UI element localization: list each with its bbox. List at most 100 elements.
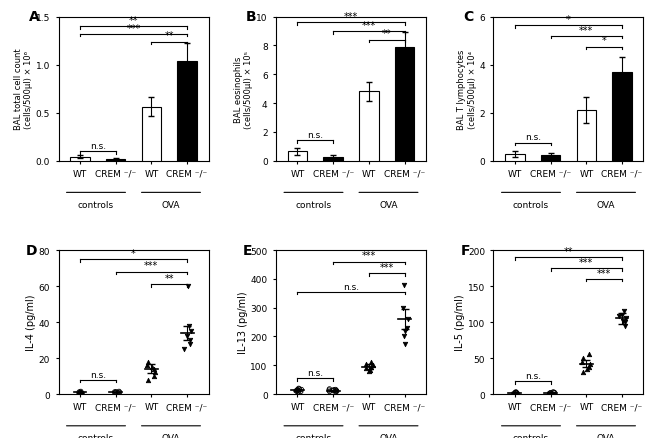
Point	[366, 359, 376, 366]
Bar	[612, 73, 632, 161]
Point	[296, 388, 306, 395]
Point	[619, 308, 630, 315]
Point	[75, 389, 86, 396]
Point	[292, 387, 302, 394]
Text: **: **	[382, 29, 391, 39]
Text: controls: controls	[296, 433, 332, 438]
Point	[621, 315, 631, 322]
Point	[400, 328, 410, 335]
Text: E: E	[243, 243, 252, 257]
Bar	[287, 152, 307, 161]
Y-axis label: BAL total cell count
(cells/500μl) × 10⁶: BAL total cell count (cells/500μl) × 10⁶	[14, 49, 33, 130]
Point	[296, 386, 307, 393]
Point	[617, 311, 627, 318]
Text: ***: ***	[579, 257, 593, 267]
Point	[512, 390, 522, 397]
Text: OVA: OVA	[597, 200, 616, 209]
Text: n.s.: n.s.	[90, 141, 106, 151]
Point	[549, 389, 559, 396]
Text: n.s.: n.s.	[307, 368, 323, 377]
Y-axis label: IL-13 (pg/ml): IL-13 (pg/ml)	[238, 291, 248, 353]
Point	[509, 390, 519, 397]
Point	[324, 388, 335, 395]
Point	[549, 389, 560, 396]
Point	[331, 387, 341, 394]
Point	[328, 386, 339, 393]
Text: n.s.: n.s.	[525, 133, 541, 142]
Bar	[577, 111, 596, 161]
Point	[360, 365, 370, 372]
Point	[150, 369, 160, 376]
Point	[185, 337, 196, 344]
Point	[584, 364, 594, 371]
Y-axis label: BAL eosinophils
(cells/500μl) × 10⁵: BAL eosinophils (cells/500μl) × 10⁵	[234, 50, 254, 128]
Text: B: B	[246, 11, 257, 24]
Text: n.s.: n.s.	[90, 370, 106, 379]
Point	[361, 360, 371, 367]
Bar	[395, 48, 415, 161]
Point	[399, 282, 410, 289]
Point	[109, 389, 120, 396]
Point	[149, 373, 159, 380]
Text: *: *	[131, 248, 136, 258]
Point	[328, 387, 339, 394]
Point	[185, 340, 195, 347]
Point	[368, 362, 378, 369]
Bar	[505, 155, 525, 161]
Text: D: D	[25, 243, 37, 257]
Point	[545, 390, 555, 397]
Point	[511, 389, 521, 396]
Point	[585, 360, 595, 367]
Bar	[142, 108, 161, 161]
Point	[366, 364, 376, 371]
Point	[332, 388, 342, 395]
Point	[142, 362, 153, 369]
Y-axis label: IL-5 (pg/ml): IL-5 (pg/ml)	[455, 294, 465, 350]
Point	[292, 387, 303, 394]
Point	[578, 369, 588, 376]
Point	[147, 364, 157, 371]
Text: A: A	[29, 11, 39, 24]
Text: **: **	[164, 31, 174, 41]
Point	[186, 328, 196, 335]
Text: OVA: OVA	[379, 433, 398, 438]
Point	[582, 366, 592, 373]
Text: n.s.: n.s.	[525, 371, 541, 380]
Point	[294, 385, 304, 392]
Point	[142, 358, 153, 365]
Text: C: C	[463, 11, 474, 24]
Point	[181, 333, 192, 340]
Text: ***: ***	[362, 251, 376, 261]
Point	[324, 385, 335, 392]
Text: controls: controls	[78, 200, 114, 209]
Text: n.s.: n.s.	[343, 282, 359, 291]
Point	[330, 386, 341, 393]
Point	[114, 388, 124, 395]
Point	[577, 358, 588, 365]
Text: ***: ***	[126, 24, 140, 34]
Text: ***: ***	[344, 12, 358, 22]
Point	[324, 387, 334, 394]
Point	[179, 346, 189, 353]
Text: controls: controls	[296, 200, 332, 209]
Point	[365, 366, 375, 373]
Text: controls: controls	[513, 200, 549, 209]
Bar	[177, 62, 197, 161]
Point	[614, 313, 624, 320]
Point	[294, 385, 304, 392]
Text: OVA: OVA	[597, 433, 616, 438]
Point	[114, 389, 125, 396]
Point	[293, 389, 304, 396]
Point	[113, 389, 124, 396]
Point	[75, 388, 86, 395]
Point	[183, 283, 194, 290]
Text: controls: controls	[78, 433, 114, 438]
Y-axis label: IL-4 (pg/ml): IL-4 (pg/ml)	[26, 294, 36, 350]
Point	[111, 389, 121, 396]
Point	[77, 390, 87, 397]
Text: F: F	[460, 243, 470, 257]
Point	[292, 388, 302, 395]
Point	[577, 355, 588, 362]
Point	[618, 318, 629, 325]
Point	[142, 376, 153, 383]
